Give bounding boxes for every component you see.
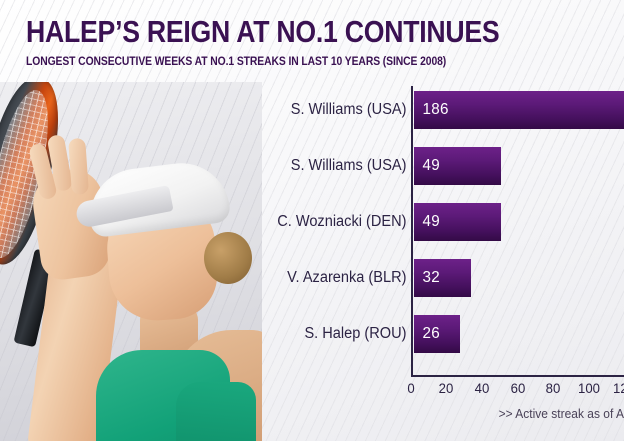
x-tick: 0	[407, 380, 415, 396]
player-green-top-side	[176, 382, 256, 441]
player-photo	[0, 82, 262, 441]
page-subtitle: LONGEST CONSECUTIVE WEEKS AT NO.1 STREAK…	[26, 56, 447, 68]
bar: 49	[414, 147, 501, 185]
chart-footnote: >> Active streak as of A	[498, 407, 624, 421]
x-tick: 40	[474, 380, 490, 396]
bar-value-label: 32	[422, 269, 441, 286]
chart-row: S. Halep (ROU) 26	[262, 306, 624, 362]
page-title: HALEP’S REIGN AT NO.1 CONTINUES	[26, 14, 500, 49]
chart-row: V. Azarenka (BLR) 32	[262, 250, 624, 306]
bar-value-label: 49	[422, 213, 441, 230]
category-label: V. Azarenka (BLR)	[287, 269, 407, 286]
bar: 26	[414, 315, 460, 353]
y-axis-line	[411, 86, 413, 376]
bar-track: 32	[414, 250, 624, 306]
x-tick: 80	[545, 380, 561, 396]
x-axis-line	[411, 375, 624, 377]
bar-value-label: 186	[422, 101, 449, 118]
bar-track: 26	[414, 306, 624, 362]
category-label: S. Williams (USA)	[290, 101, 407, 118]
bar: 186	[414, 91, 624, 129]
x-tick: 120	[613, 380, 624, 396]
bar-value-label: 26	[422, 325, 441, 342]
header: HALEP’S REIGN AT NO.1 CONTINUES LONGEST …	[26, 16, 614, 68]
x-axis-ticks: 0 20 40 60 80 100 120	[407, 380, 624, 402]
chart-row: S. Williams (USA) 186	[262, 82, 624, 138]
bar-track: 49	[414, 194, 624, 250]
x-tick: 20	[438, 380, 454, 396]
x-tick: 60	[510, 380, 526, 396]
bar-chart: S. Williams (USA) 186 S. Williams (USA) …	[262, 82, 624, 441]
chart-row: C. Wozniacki (DEN) 49	[262, 194, 624, 250]
bar-track: 186	[414, 82, 624, 138]
chart-rows: S. Williams (USA) 186 S. Williams (USA) …	[262, 82, 624, 362]
chart-row: S. Williams (USA) 49	[262, 138, 624, 194]
bar: 32	[414, 259, 471, 297]
bar: 49	[414, 203, 501, 241]
category-label: C. Wozniacki (DEN)	[277, 213, 407, 230]
player-hair-bun	[204, 232, 252, 284]
x-tick: 100	[578, 380, 600, 396]
category-label: S. Williams (USA)	[290, 157, 407, 174]
category-label: S. Halep (ROU)	[304, 325, 407, 342]
bar-track: 49	[414, 138, 624, 194]
bar-value-label: 49	[422, 157, 441, 174]
